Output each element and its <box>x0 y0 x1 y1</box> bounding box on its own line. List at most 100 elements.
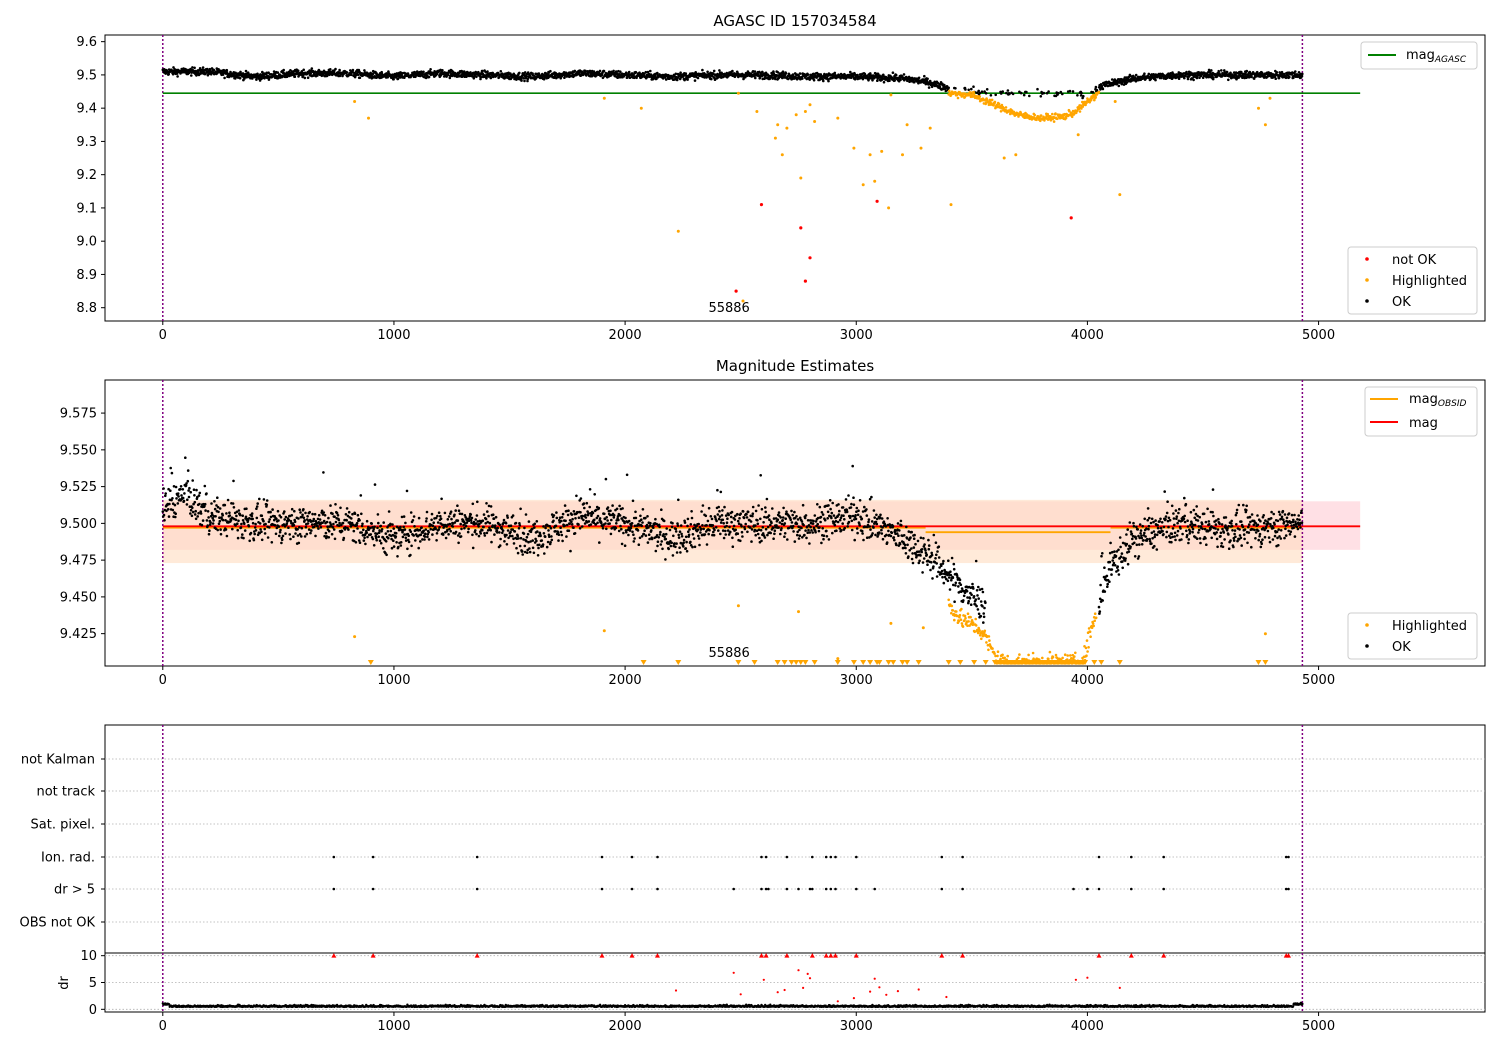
highlighted-point <box>1000 110 1003 113</box>
ok-point <box>656 72 659 75</box>
ok-point <box>903 73 906 76</box>
ok-point <box>913 537 916 540</box>
ok-point <box>408 541 411 544</box>
ok-point <box>842 514 845 517</box>
ok-point <box>812 520 815 523</box>
ok-point <box>475 533 478 536</box>
ok-point <box>681 535 684 538</box>
ok-point <box>193 67 196 70</box>
ok-point <box>399 526 402 529</box>
ok-point <box>332 523 335 526</box>
ok-point <box>679 71 682 74</box>
ok-point <box>743 517 746 520</box>
ok-point <box>542 543 545 546</box>
ok-point <box>754 534 757 537</box>
ok-point <box>757 533 760 536</box>
x-tick-label: 5000 <box>1302 328 1335 343</box>
ok-point <box>676 551 679 554</box>
ok-point <box>235 519 238 522</box>
ok-point <box>419 529 422 532</box>
y-tick-label: 8.8 <box>76 301 97 316</box>
ok-point <box>274 524 277 527</box>
ok-point <box>658 536 661 539</box>
ok-point <box>783 535 786 538</box>
ok-point <box>314 535 317 538</box>
ok-point <box>449 530 452 533</box>
ok-point <box>543 552 546 555</box>
ok-point <box>615 527 618 530</box>
ok-point <box>700 510 703 513</box>
ok-point <box>778 511 781 514</box>
ok-point <box>910 531 913 534</box>
ok-point <box>752 512 755 515</box>
ok-point <box>171 497 174 500</box>
ok-point <box>822 538 825 541</box>
ok-point <box>642 508 645 511</box>
ok-point <box>465 525 468 528</box>
ok-point <box>583 502 586 505</box>
ok-point <box>316 525 319 528</box>
ok-point <box>334 538 337 541</box>
ok-point <box>625 531 628 534</box>
ok-point <box>187 480 190 483</box>
ok-point <box>631 531 634 534</box>
ok-point <box>445 537 448 540</box>
ok-point <box>467 528 470 531</box>
x-tick-label: 2000 <box>609 328 642 343</box>
ok-point <box>370 533 373 536</box>
highlighted-point <box>1065 117 1068 120</box>
ok-point <box>406 548 409 551</box>
ok-point <box>654 518 657 521</box>
ok-point <box>248 540 251 543</box>
highlighted-point <box>920 147 923 150</box>
ok-point <box>635 71 638 74</box>
highlighted-point <box>887 206 890 209</box>
ok-point <box>519 545 522 548</box>
ok-point <box>766 534 769 537</box>
ok-point <box>873 509 876 512</box>
ok-point <box>718 69 721 72</box>
ok-point <box>304 512 307 515</box>
ok-point <box>677 524 680 527</box>
ok-point <box>254 526 257 529</box>
ok-point <box>489 529 492 532</box>
ok-point <box>733 525 736 528</box>
ok-point <box>1148 73 1151 76</box>
ok-point <box>314 513 317 516</box>
ok-point <box>471 534 474 537</box>
ok-point <box>288 533 291 536</box>
ok-point <box>390 530 393 533</box>
ok-point <box>271 508 274 511</box>
ok-point <box>503 519 506 522</box>
ok-point <box>645 534 648 537</box>
ok-point <box>868 518 871 521</box>
ok-point <box>821 511 824 514</box>
ok-point <box>710 78 713 81</box>
ok-point <box>547 529 550 532</box>
highlighted-point <box>776 123 779 126</box>
ok-point <box>833 514 836 517</box>
ok-point <box>207 516 210 519</box>
ok-point <box>453 514 456 517</box>
ok-point <box>799 72 802 75</box>
ok-point <box>302 69 305 72</box>
ok-point <box>236 522 239 525</box>
ok-point <box>264 523 267 526</box>
ok-point <box>328 536 331 539</box>
ok-point <box>363 537 366 540</box>
ok-point <box>259 522 262 525</box>
ok-point <box>762 526 765 529</box>
ok-point <box>395 541 398 544</box>
ok-point <box>484 534 487 537</box>
ok-point <box>675 530 678 533</box>
ok-point <box>198 503 201 506</box>
ok-point <box>191 515 194 518</box>
ok-point <box>588 520 591 523</box>
ok-point <box>174 512 177 515</box>
ok-point <box>700 528 703 531</box>
ok-point <box>1276 71 1279 74</box>
ok-point <box>350 517 353 520</box>
ok-point <box>286 522 289 525</box>
ok-point <box>880 529 883 532</box>
ok-point <box>876 518 879 521</box>
